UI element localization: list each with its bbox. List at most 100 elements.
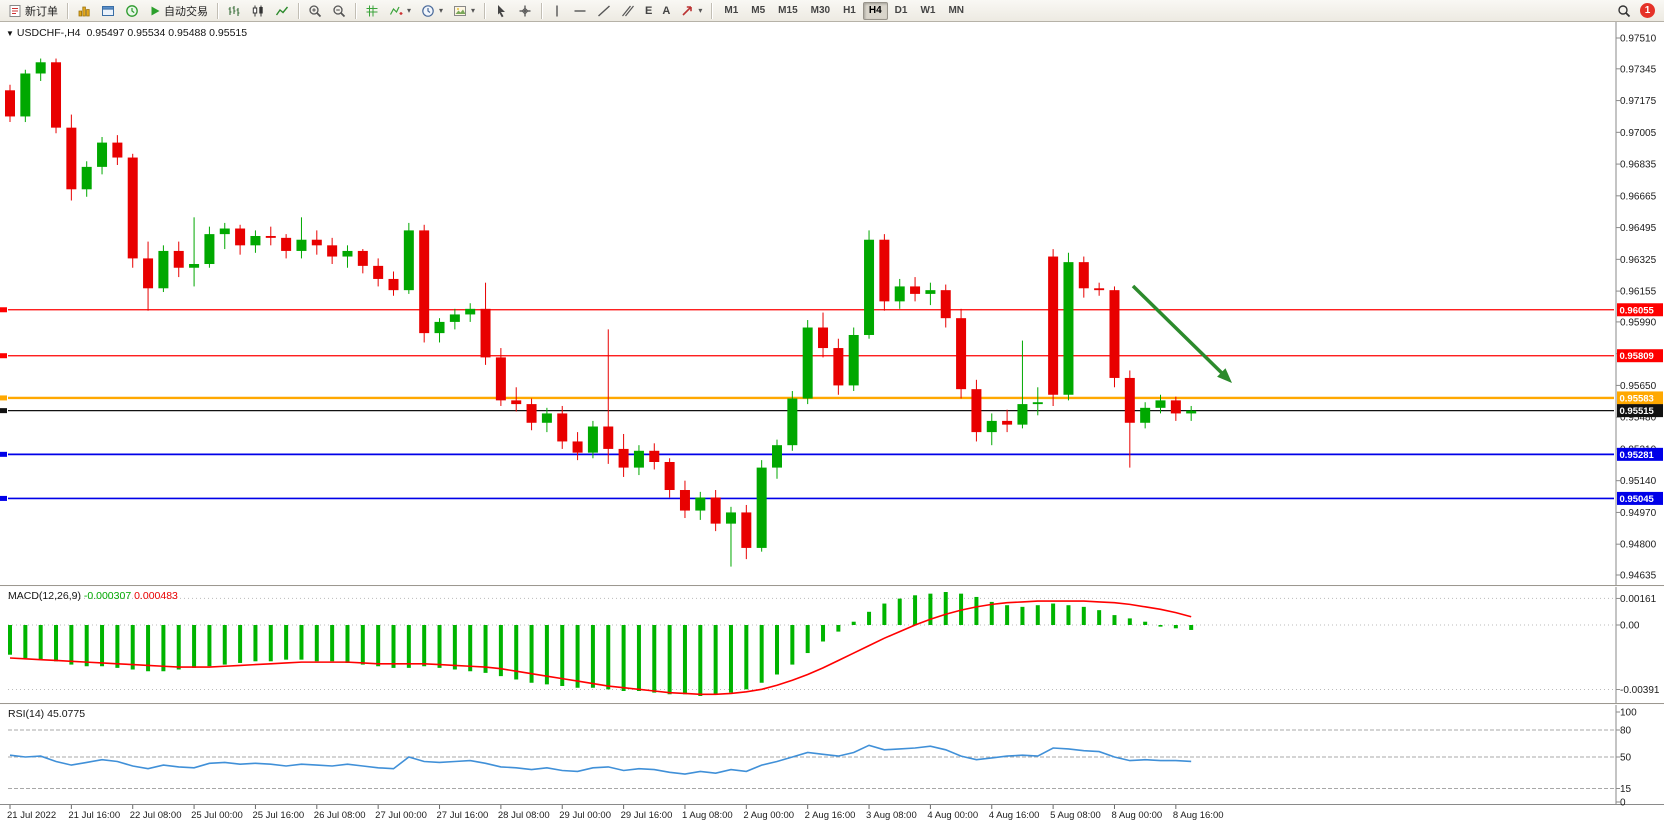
timeframe-h4-button[interactable]: H4	[862, 1, 888, 20]
ohlc-values: 0.95497 0.95534 0.95488 0.95515	[86, 27, 248, 39]
grid-toggle-button[interactable]	[360, 1, 384, 20]
bearish-candle	[818, 327, 829, 349]
play-icon	[151, 6, 160, 15]
price-axis-label: 0.95650	[1620, 381, 1657, 392]
templates-button[interactable]: ▾	[448, 1, 480, 20]
market-watch-button[interactable]	[120, 1, 144, 20]
indicators-button[interactable]: ▾	[384, 1, 416, 20]
timeframe-m5-button[interactable]: M5	[745, 2, 771, 20]
zoom-in-button[interactable]	[303, 1, 327, 20]
price-axis-label: 0.95820	[1620, 349, 1657, 360]
bearish-candle	[741, 512, 752, 548]
candlestick-mode-button[interactable]	[246, 1, 270, 20]
time-axis-label: 25 Jul 16:00	[252, 810, 304, 821]
price-badge-label: 0.95583	[1620, 393, 1654, 404]
price-badge-support-upper	[1617, 447, 1663, 461]
timeframe-m1-button[interactable]: M1	[718, 2, 744, 20]
time-axis-label: 27 Jul 00:00	[375, 810, 427, 821]
horizontal-line-tool-button[interactable]	[568, 1, 592, 20]
zoom-out-button[interactable]	[327, 1, 351, 20]
price-axis-label: 0.95140	[1620, 476, 1657, 487]
price-axis-label: 0.96495	[1620, 223, 1657, 234]
timeframe-group: M1 M5 M15 M30 H1 H4 D1 W1 MN	[718, 1, 970, 20]
horizontal-line-icon	[574, 9, 586, 12]
bullish-candle	[725, 512, 736, 524]
text-tool-button[interactable]: A	[657, 1, 675, 20]
cursor-tool-button[interactable]	[489, 1, 513, 20]
toolbar-separator	[217, 2, 218, 19]
bullish-candle	[802, 327, 813, 399]
new-order-button[interactable]: 新订单	[3, 1, 63, 20]
rsi-value: 45.0775	[47, 708, 86, 720]
time-axis-label: 8 Aug 00:00	[1111, 810, 1162, 821]
search-button[interactable]	[1612, 1, 1636, 20]
bearish-candle	[572, 441, 583, 453]
hline-left-marker	[0, 451, 7, 457]
bullish-candle	[403, 230, 414, 291]
rsi-axis-label: 0	[1620, 798, 1626, 809]
price-badge-label: 0.95281	[1620, 450, 1655, 461]
vertical-line-tool-button[interactable]	[546, 1, 568, 20]
auto-trading-button[interactable]: 自动交易	[144, 1, 213, 20]
timeframe-m15-button[interactable]: M15	[772, 2, 803, 20]
trend-arrow-annotation[interactable]	[1131, 284, 1226, 377]
trendline-tool-button[interactable]	[592, 1, 616, 20]
notification-badge[interactable]: 1	[1640, 3, 1655, 18]
channel-tool-button[interactable]	[616, 1, 640, 20]
toolbar-separator	[711, 2, 713, 19]
price-axis-label: 0.94800	[1620, 540, 1657, 551]
rsi-indicator-label: RSI(14) 45.0775	[8, 708, 85, 720]
bearish-candle	[373, 265, 384, 279]
bearish-candle	[143, 258, 154, 289]
macd-name: MACD(12,26,9)	[8, 590, 81, 602]
bullish-candle	[296, 239, 307, 251]
hline-left-marker	[0, 408, 7, 414]
timeframe-m30-button[interactable]: M30	[805, 2, 836, 20]
bullish-candle	[35, 62, 46, 74]
rsi-axis-label: 100	[1620, 708, 1637, 719]
bullish-candle	[1017, 404, 1028, 425]
bearish-candle	[649, 450, 660, 462]
bullish-candle	[1140, 407, 1151, 423]
zoom-out-icon	[333, 4, 346, 17]
bar-chart-mode-button[interactable]	[222, 1, 246, 20]
bullish-candle	[787, 398, 798, 446]
new-chart-button[interactable]	[72, 1, 96, 20]
arrows-tool-button[interactable]: ▾	[675, 1, 707, 20]
indicators-icon	[389, 6, 403, 15]
collapse-triangle-icon[interactable]: ▼	[6, 29, 14, 38]
price-axis-label: 0.96835	[1620, 160, 1657, 171]
line-chart-mode-button[interactable]	[270, 1, 294, 20]
new-order-label: 新订单	[25, 5, 58, 18]
price-badge-support-lower	[1617, 491, 1663, 505]
toolbar-separator	[298, 2, 299, 19]
bearish-candle	[357, 250, 368, 266]
time-axis-label: 26 Jul 08:00	[314, 810, 366, 821]
bearish-candle	[51, 62, 62, 128]
elliott-wave-tool-button[interactable]: E	[640, 1, 657, 20]
macd-indicator-label: MACD(12,26,9) -0.000307 0.000483	[8, 590, 178, 602]
price-axis-label: 0.94970	[1620, 508, 1657, 519]
time-axis-label: 29 Jul 00:00	[559, 810, 611, 821]
profiles-button[interactable]	[96, 1, 120, 20]
price-axis-label: 0.97510	[1620, 34, 1657, 45]
bearish-candle	[1078, 262, 1089, 289]
auto-trading-label: 自动交易	[164, 5, 208, 18]
time-axis-label: 8 Aug 16:00	[1173, 810, 1224, 821]
periods-button[interactable]: ▾	[416, 1, 448, 20]
toolbar-separator	[484, 2, 486, 19]
rsi-axis-label: 15	[1620, 784, 1632, 795]
trend-arrow-head-icon	[1217, 368, 1232, 383]
bearish-candle	[956, 318, 967, 390]
timeframe-mn-button[interactable]: MN	[942, 2, 970, 20]
timeframe-d1-button[interactable]: D1	[889, 2, 914, 20]
timeframe-h1-button[interactable]: H1	[837, 2, 862, 20]
price-axis-label: 0.97005	[1620, 128, 1657, 139]
timeframe-w1-button[interactable]: W1	[914, 2, 941, 20]
crosshair-tool-button[interactable]	[513, 1, 537, 20]
bullish-candle	[925, 290, 936, 294]
time-axis-label: 5 Aug 08:00	[1050, 810, 1101, 821]
text-tool-label: A	[662, 4, 671, 17]
candlestick-icon	[252, 5, 263, 16]
bullish-candle	[97, 142, 108, 167]
